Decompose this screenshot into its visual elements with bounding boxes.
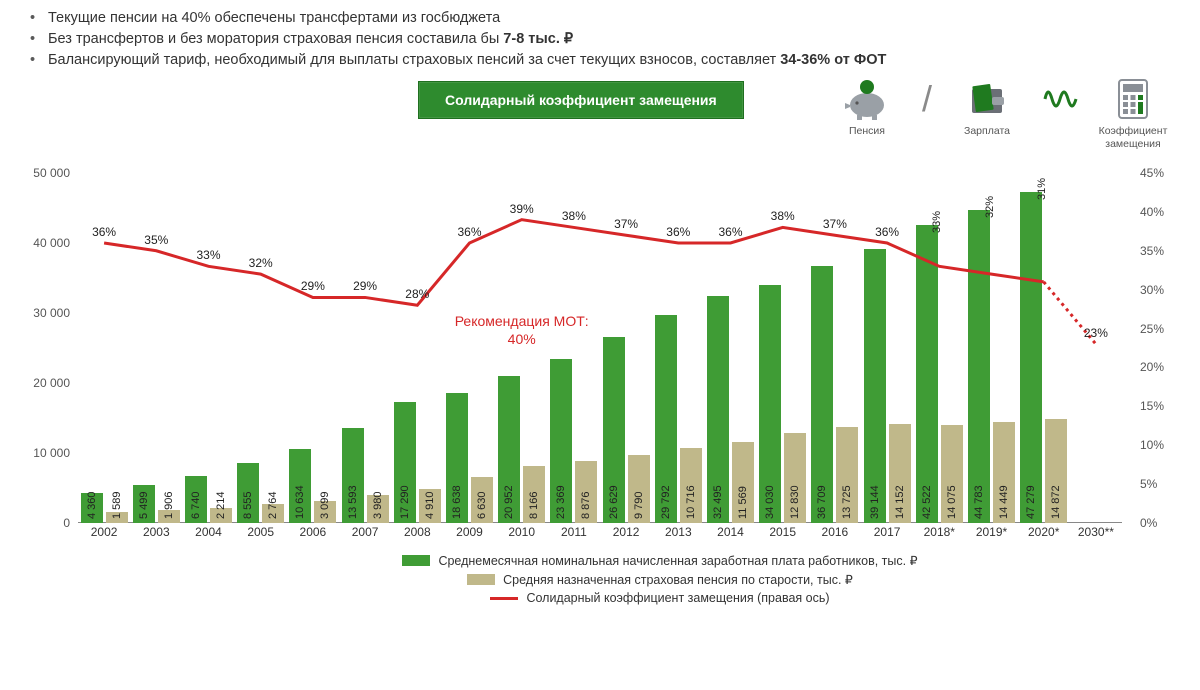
y-tick-left: 30 000 xyxy=(20,306,70,320)
x-category: 2030** xyxy=(1078,525,1114,539)
plot-area: 4 3601 5895 4991 9066 7402 2148 5552 764… xyxy=(78,173,1122,523)
pct-label: 37% xyxy=(823,217,847,231)
pct-label: 29% xyxy=(353,279,377,293)
divide-sign-icon: / xyxy=(920,77,934,121)
x-category: 2020* xyxy=(1028,525,1059,539)
legend-swatch-line xyxy=(490,597,518,600)
y-tick-left: 40 000 xyxy=(20,236,70,250)
formula-icon-group: Пенсия / Зарплата xyxy=(828,77,1172,150)
pct-label: 33% xyxy=(196,248,220,262)
pct-label: 32% xyxy=(249,256,273,270)
x-category: 2019* xyxy=(976,525,1007,539)
bullet-list: Текущие пенсии на 40% обеспечены трансфе… xyxy=(48,8,1182,71)
pct-label: 37% xyxy=(614,217,638,231)
x-category: 2018* xyxy=(924,525,955,539)
title-badge: Солидарный коэффициент замещения xyxy=(418,81,744,119)
x-category: 2016 xyxy=(822,525,849,539)
x-category: 2013 xyxy=(665,525,692,539)
x-category: 2015 xyxy=(769,525,796,539)
pct-label: 35% xyxy=(144,233,168,247)
y-tick-right: 30% xyxy=(1140,283,1164,297)
wallet-icon xyxy=(962,77,1012,121)
bullet-text: Без трансфертов и без моратория страхова… xyxy=(48,31,503,47)
pct-label: 39% xyxy=(510,202,534,216)
coef-icon-block: Коэффициент замещения xyxy=(1094,77,1172,150)
icon-label: Коэффициент замещения xyxy=(1094,125,1172,150)
pct-label: 28% xyxy=(405,287,429,301)
pct-label: 23% xyxy=(1084,326,1108,340)
bullet-text: Текущие пенсии на 40% обеспечены трансфе… xyxy=(48,10,500,26)
legend-label: Среднемесячная номинальная начисленная з… xyxy=(438,553,917,568)
mot-recommendation-note: Рекомендация МОТ: 40% xyxy=(455,313,589,348)
x-category: 2003 xyxy=(143,525,170,539)
y-tick-right: 15% xyxy=(1140,399,1164,413)
y-tick-right: 25% xyxy=(1140,322,1164,336)
y-tick-left: 50 000 xyxy=(20,166,70,180)
x-category: 2002 xyxy=(91,525,118,539)
bullet-text: Балансирующий тариф, необходимый для вып… xyxy=(48,52,780,68)
pct-label: 38% xyxy=(771,209,795,223)
pct-label: 38% xyxy=(562,209,586,223)
piggy-bank-icon xyxy=(842,77,892,121)
pct-label: 36% xyxy=(718,225,742,239)
icon-label: Пенсия xyxy=(849,125,885,138)
header-row: Солидарный коэффициент замещения Пенсия … xyxy=(18,77,1182,157)
bullet-item: Текущие пенсии на 40% обеспечены трансфе… xyxy=(48,8,1182,29)
replacement-rate-chart: 0 10 000 20 000 30 000 40 000 50 000 0% 5% 10% 1… xyxy=(18,161,1182,571)
y-tick-right: 45% xyxy=(1140,166,1164,180)
x-category: 2006 xyxy=(300,525,327,539)
bullet-item: Без трансфертов и без моратория страхова… xyxy=(48,29,1182,50)
x-category: 2009 xyxy=(456,525,483,539)
x-category: 2008 xyxy=(404,525,431,539)
x-category: 2007 xyxy=(352,525,379,539)
legend-label: Солидарный коэффициент замещения (правая… xyxy=(526,591,829,605)
legend-swatch-pension xyxy=(467,574,495,585)
y-tick-right: 10% xyxy=(1140,438,1164,452)
equals-sign-icon xyxy=(1040,77,1080,131)
pct-label: 36% xyxy=(875,225,899,239)
legend-label: Средняя назначенная страховая пенсия по … xyxy=(503,572,853,587)
x-category: 2004 xyxy=(195,525,222,539)
bullet-bold: 34-36% от ФОТ xyxy=(780,52,886,68)
salary-icon-block: Зарплата xyxy=(948,77,1026,138)
pct-label: 29% xyxy=(301,279,325,293)
mot-line2: 40% xyxy=(508,331,536,347)
replacement-rate-line xyxy=(104,220,1044,306)
pct-label: 36% xyxy=(457,225,481,239)
x-category: 2010 xyxy=(508,525,535,539)
y-tick-left: 10 000 xyxy=(20,446,70,460)
y-axis-right: 0%5%10%15%20%25%30%35%40%45% xyxy=(1132,161,1182,523)
calculator-icon xyxy=(1108,77,1158,121)
mot-line1: Рекомендация МОТ: xyxy=(455,313,589,329)
icon-label: Зарплата xyxy=(964,125,1010,138)
pension-icon-block: Пенсия xyxy=(828,77,906,138)
x-category: 2017 xyxy=(874,525,901,539)
pct-label: 31% xyxy=(1036,178,1048,200)
pct-label: 36% xyxy=(92,225,116,239)
pct-label: 32% xyxy=(984,196,996,218)
pct-label: 33% xyxy=(931,211,943,233)
legend-swatch-wage xyxy=(402,555,430,566)
legend-row: Солидарный коэффициент замещения (правая… xyxy=(490,591,829,605)
y-tick-right: 20% xyxy=(1140,360,1164,374)
x-category: 2012 xyxy=(613,525,640,539)
legend-row: Среднемесячная номинальная начисленная з… xyxy=(402,553,917,568)
x-category: 2011 xyxy=(561,525,587,539)
y-tick-left: 0 xyxy=(20,516,70,530)
bullet-bold: 7-8 тыс. ₽ xyxy=(503,31,573,47)
y-tick-right: 40% xyxy=(1140,205,1164,219)
y-tick-right: 35% xyxy=(1140,244,1164,258)
x-category: 2014 xyxy=(717,525,744,539)
y-tick-left: 20 000 xyxy=(20,376,70,390)
line-overlay xyxy=(78,173,1122,523)
x-category: 2005 xyxy=(247,525,274,539)
legend-row: Средняя назначенная страховая пенсия по … xyxy=(467,572,853,587)
y-tick-right: 5% xyxy=(1140,477,1157,491)
y-tick-right: 0% xyxy=(1140,516,1157,530)
chart-legend: Среднемесячная номинальная начисленная з… xyxy=(18,553,1182,605)
pct-label: 36% xyxy=(666,225,690,239)
y-axis-left: 010 00020 00030 00040 00050 000 xyxy=(18,161,78,523)
bullet-item: Балансирующий тариф, необходимый для вып… xyxy=(48,50,1182,71)
